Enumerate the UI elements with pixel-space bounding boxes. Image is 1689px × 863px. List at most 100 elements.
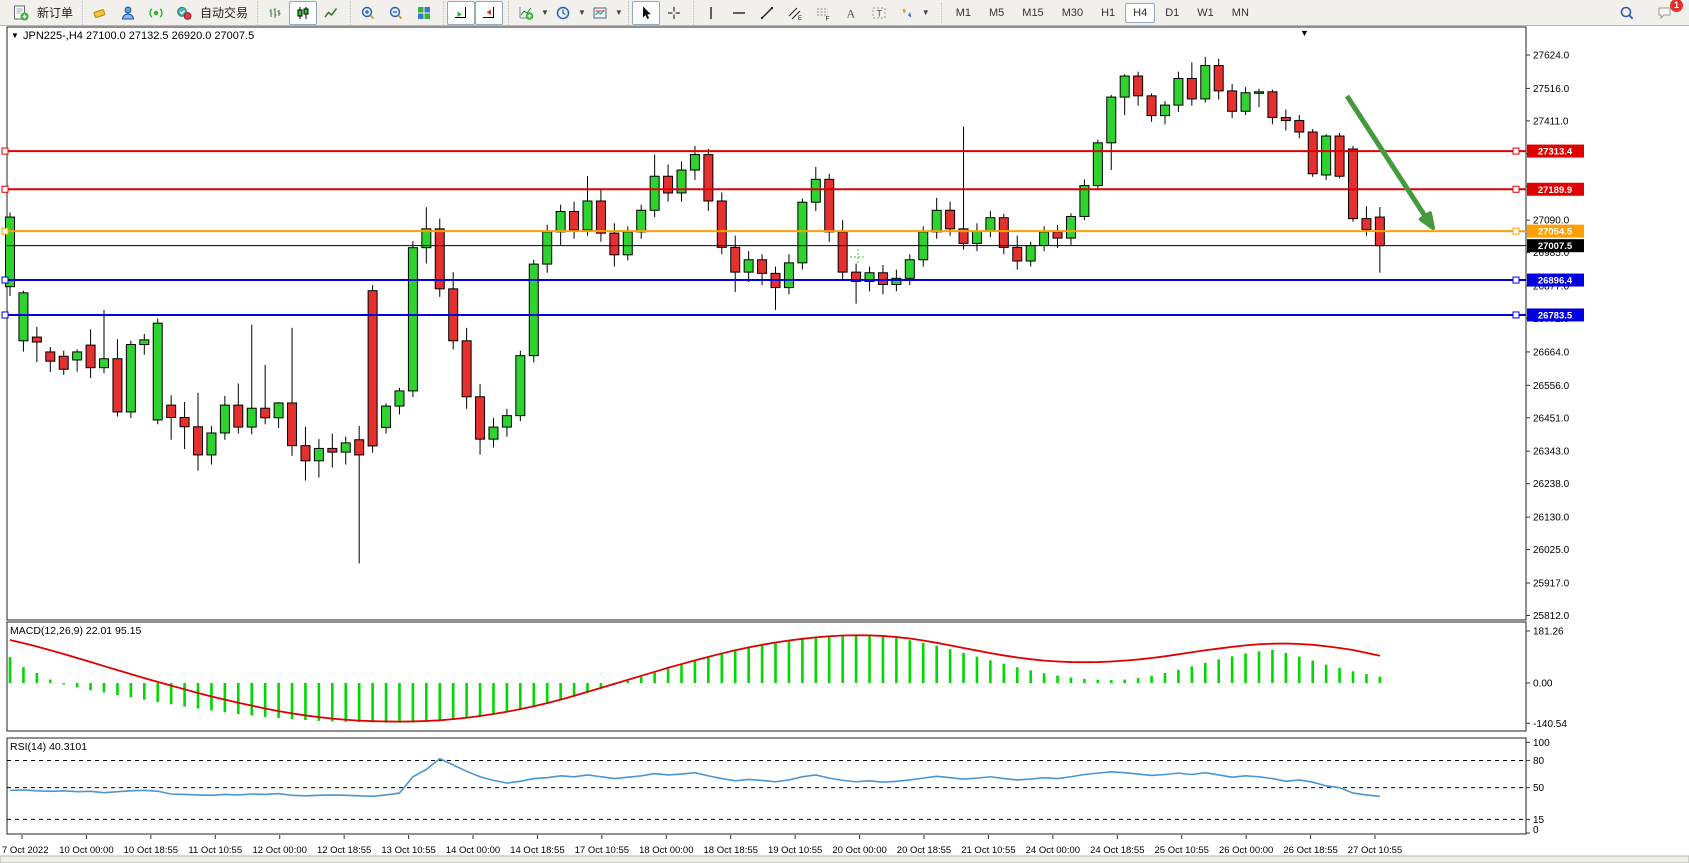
autotrade-icon bbox=[177, 6, 192, 20]
autotrade-button[interactable] bbox=[170, 1, 198, 25]
timeframe-m30[interactable]: M30 bbox=[1061, 6, 1084, 19]
zoom-out-button[interactable] bbox=[382, 1, 410, 25]
fibonacci-button[interactable]: F bbox=[809, 1, 837, 25]
candle bbox=[125, 344, 136, 413]
candle bbox=[1200, 65, 1211, 100]
line-handle[interactable] bbox=[1512, 185, 1520, 193]
bar-chart-button[interactable] bbox=[261, 1, 289, 25]
toolbar-group bbox=[350, 0, 441, 25]
candle bbox=[582, 200, 593, 231]
level-line-26783.5[interactable]: 26783.5 bbox=[1, 308, 1584, 322]
periods-icon bbox=[556, 6, 570, 19]
level-line-27313.4[interactable]: 27313.4 bbox=[1, 144, 1584, 158]
signal-button[interactable] bbox=[142, 1, 170, 25]
level-line-27007.5[interactable]: 27007.5 bbox=[7, 239, 1584, 253]
horizontal-line-button[interactable] bbox=[725, 1, 753, 25]
timeframe-mn[interactable]: MN bbox=[1231, 6, 1249, 19]
line-handle[interactable] bbox=[1512, 311, 1520, 319]
candle bbox=[609, 232, 620, 256]
candle bbox=[394, 390, 405, 407]
svg-text:20 Oct 00:00: 20 Oct 00:00 bbox=[832, 845, 886, 856]
candle bbox=[1240, 92, 1251, 112]
svg-text:26343.0: 26343.0 bbox=[1533, 447, 1570, 458]
new-order-button[interactable] bbox=[7, 1, 35, 25]
timeframe-group: M1 M5 M15 M30 H1 H4 D1 W1 MN bbox=[940, 2, 1258, 23]
timeframe-h4[interactable]: H4 bbox=[1125, 2, 1156, 23]
zoom-in-button[interactable] bbox=[354, 1, 382, 25]
candle bbox=[1119, 75, 1130, 98]
candle bbox=[1213, 65, 1224, 92]
candle bbox=[434, 228, 445, 290]
svg-text:80: 80 bbox=[1533, 756, 1545, 767]
date-axis[interactable]: 7 Oct 2022 10 Oct 00:00 10 Oct 18:55 11 Oct… bbox=[2, 835, 1402, 856]
candle bbox=[864, 272, 875, 282]
level-line-27054.5[interactable]: 27054.5 bbox=[1, 224, 1584, 238]
cursor-button[interactable] bbox=[631, 0, 660, 25]
line-handle[interactable] bbox=[1, 147, 9, 155]
channel-icon: E bbox=[788, 7, 802, 21]
cross-marker[interactable] bbox=[850, 249, 866, 265]
chart-shift-button[interactable] bbox=[475, 0, 504, 25]
line-handle[interactable] bbox=[1, 227, 9, 235]
tile-windows-button[interactable] bbox=[410, 1, 438, 25]
line-handle[interactable] bbox=[1512, 276, 1520, 284]
channel-button[interactable]: E bbox=[781, 1, 809, 25]
level-line-26896.4[interactable]: 26896.4 bbox=[1, 273, 1584, 287]
line-handle[interactable] bbox=[1, 276, 9, 284]
rsi-pane[interactable] bbox=[6, 737, 1527, 835]
timeframe-m5[interactable]: M5 bbox=[989, 6, 1005, 19]
templates-button[interactable] bbox=[586, 1, 614, 25]
line-handle[interactable] bbox=[1512, 147, 1520, 155]
candle bbox=[1253, 91, 1264, 94]
rsi-indicator: RSI(14) 40.3101 100 80 50 150 bbox=[7, 738, 1550, 836]
timeframe-d1[interactable]: D1 bbox=[1165, 6, 1180, 19]
main-pane[interactable] bbox=[6, 26, 1527, 621]
text-button[interactable]: A bbox=[837, 1, 865, 25]
candle bbox=[313, 447, 324, 462]
candle bbox=[1065, 215, 1076, 239]
dropdown-arrow-icon[interactable]: ▼ bbox=[921, 8, 930, 17]
crosshair-button[interactable] bbox=[660, 1, 688, 25]
line-chart-button[interactable] bbox=[317, 1, 345, 25]
dropdown-arrow-icon[interactable]: ▼ bbox=[541, 8, 549, 17]
level-line-27189.9[interactable]: 27189.9 bbox=[1, 182, 1584, 196]
candle bbox=[1133, 75, 1144, 97]
candlestick-button[interactable] bbox=[289, 0, 318, 25]
trend-arrow[interactable] bbox=[1344, 94, 1435, 230]
dropdown-arrow-icon[interactable]: ▼ bbox=[614, 8, 623, 17]
timeframe-h1[interactable]: H1 bbox=[1101, 6, 1116, 19]
candle bbox=[327, 447, 338, 453]
profile-button[interactable] bbox=[114, 1, 142, 25]
vertical-line-button[interactable] bbox=[697, 1, 725, 25]
timeframe-m1[interactable]: M1 bbox=[955, 6, 971, 19]
indicators-button[interactable] bbox=[512, 1, 540, 25]
periods-button[interactable] bbox=[549, 1, 577, 25]
arrows-button[interactable] bbox=[893, 1, 921, 25]
autotrade-label[interactable]: 自动交易 bbox=[200, 6, 249, 20]
candle bbox=[1321, 135, 1332, 176]
new-order-label[interactable]: 新订单 bbox=[37, 6, 74, 20]
timeframe-w1[interactable]: W1 bbox=[1197, 6, 1214, 19]
candle bbox=[1106, 96, 1117, 144]
candle bbox=[18, 292, 29, 342]
svg-text:26896.4: 26896.4 bbox=[1538, 276, 1573, 287]
candle bbox=[985, 217, 996, 232]
line-handle[interactable] bbox=[1, 311, 9, 319]
scroll-end-marker[interactable]: ▼ bbox=[1300, 28, 1309, 38]
svg-text:26664.0: 26664.0 bbox=[1533, 347, 1570, 358]
candle bbox=[354, 439, 365, 456]
auto-scroll-button[interactable] bbox=[447, 0, 476, 25]
dropdown-arrow-icon[interactable]: ▼ bbox=[577, 8, 586, 17]
timeframe-m15[interactable]: M15 bbox=[1022, 6, 1044, 19]
search-button[interactable] bbox=[1613, 1, 1641, 25]
svg-text:24 Oct 18:55: 24 Oct 18:55 bbox=[1090, 845, 1144, 856]
line-handle[interactable] bbox=[1512, 227, 1520, 235]
notifications-button[interactable]: 1 bbox=[1651, 0, 1683, 25]
text-icon: A bbox=[846, 6, 855, 20]
eraser-button[interactable] bbox=[86, 1, 114, 25]
svg-text:27 Oct 10:55: 27 Oct 10:55 bbox=[1348, 845, 1402, 856]
label-button[interactable]: T bbox=[865, 1, 893, 25]
line-handle[interactable] bbox=[1, 185, 9, 193]
trendline-button[interactable] bbox=[753, 1, 781, 25]
